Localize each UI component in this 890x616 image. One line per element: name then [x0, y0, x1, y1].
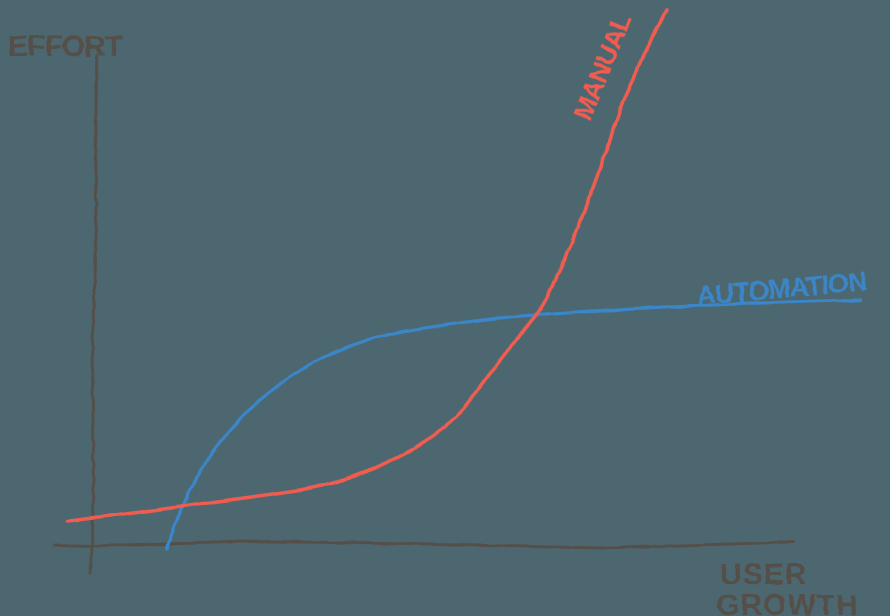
svg-text:EFFORT: EFFORT: [8, 30, 123, 63]
svg-text:USER: USER: [720, 558, 807, 591]
svg-text:GROWTH: GROWTH: [716, 589, 859, 616]
